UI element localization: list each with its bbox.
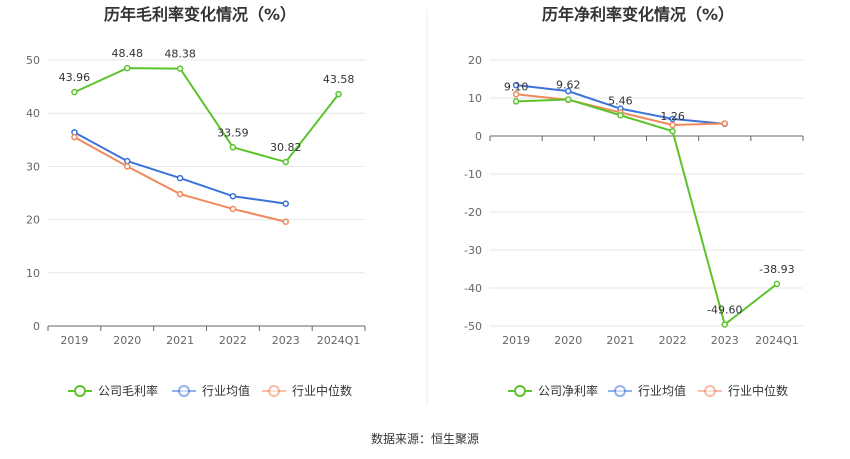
data-label: 1.26 [660,110,685,123]
data-point [721,321,728,328]
x-tick-label: 2024Q1 [755,334,799,347]
legend-label: 公司毛利率 [98,383,158,398]
data-point [282,218,289,225]
data-label: 48.38 [164,48,196,61]
data-point [335,90,342,98]
legend-swatch-marker [514,385,526,397]
data-point [176,190,184,198]
data-label: 43.96 [59,71,91,84]
data-point [71,133,78,141]
series-line [74,67,340,164]
y-tick-label: -20 [464,206,482,219]
data-point [721,120,728,127]
x-tick-label: 2020 [113,334,141,347]
data-point [176,65,184,72]
y-tick-label: 0 [475,130,482,143]
x-tick-label: 2020 [554,334,582,347]
data-point [124,64,131,72]
data-label: 43.58 [323,73,355,86]
chart-title: 历年净利率变化情况（%） [542,5,734,24]
data-label: -38.93 [759,263,794,276]
legend-swatch-marker [614,385,626,397]
x-tick-label: 2023 [272,334,300,347]
y-tick-label: 0 [33,320,40,333]
data-label: 9.62 [556,78,581,91]
data-point [773,280,781,288]
data-label: 48.48 [112,47,144,60]
data-point [124,163,131,170]
data-label: 9.10 [504,80,529,93]
x-tick-label: 2021 [166,334,194,347]
data-point [565,96,572,103]
legend-swatch-marker [704,385,716,397]
x-tick-label: 2024Q1 [317,334,361,347]
y-tick-label: 40 [26,107,40,120]
legend-label: 行业均值 [638,383,686,398]
series-line [516,98,778,327]
y-tick-label: -50 [464,320,482,333]
data-point [71,88,78,96]
data-point [669,115,676,123]
legend-label: 公司净利率 [538,383,598,398]
y-tick-label: -30 [464,244,482,257]
data-point [669,127,676,135]
legend-label: 行业均值 [202,383,250,398]
data-point [229,144,237,151]
data-point [229,205,237,213]
y-tick-label: 10 [26,267,40,280]
y-tick-label: 50 [26,54,40,67]
legend-swatch-marker [74,385,86,397]
data-point [565,87,572,95]
y-tick-label: 20 [468,54,482,67]
data-point [282,158,289,166]
data-label: 30.82 [270,141,302,154]
gross-margin-chart: 历年毛利率变化情况（%） 0 10 20 30 40 50 2019 2020 2021 2022 2… [26,5,366,398]
data-point [512,81,520,89]
x-tick-label: 2019 [502,334,530,347]
data-source: 数据来源：恒生聚源 [371,431,479,446]
data-point [617,112,624,119]
x-tick-label: 2022 [219,334,247,347]
y-tick-label: 20 [26,214,40,227]
data-point [282,200,289,207]
data-point [512,90,520,98]
data-point [124,157,131,165]
net-margin-chart: 历年净利率变化情况（%） -50 -40 -30 -20 -10 0 10 20 2019 2020… [464,5,804,398]
data-label: -49.60 [707,303,742,316]
data-point [669,121,676,129]
legend-label: 行业中位数 [292,383,352,398]
x-tick-label: 2021 [606,334,634,347]
x-tick-label: 2022 [659,334,687,347]
x-tick-label: 2019 [60,334,88,347]
data-point [512,98,520,105]
data-point [176,174,184,182]
data-point [229,192,237,200]
data-label: 5.46 [608,94,633,107]
y-tick-label: 10 [468,92,482,105]
legend-label: 行业中位数 [728,383,788,398]
y-tick-label: -40 [464,282,482,295]
data-label: 33.59 [217,126,249,139]
legend-swatch-marker [268,385,280,397]
x-tick-label: 2023 [711,334,739,347]
y-tick-label: 30 [26,160,40,173]
legend-swatch-marker [178,385,190,397]
chart-title: 历年毛利率变化情况（%） [104,5,296,24]
y-tick-label: -10 [464,168,482,181]
